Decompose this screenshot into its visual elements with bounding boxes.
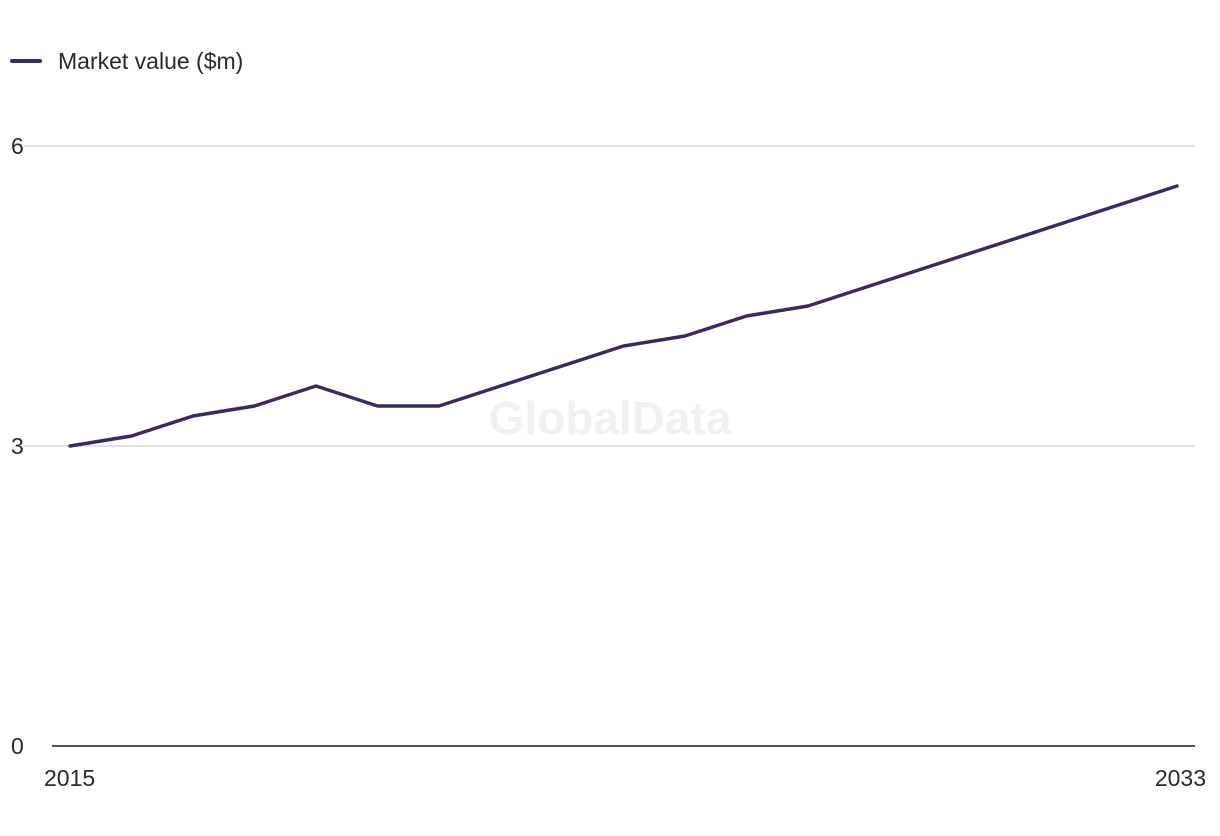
chart-legend: Market value ($m) <box>10 44 243 78</box>
series-line-0 <box>68 184 1179 448</box>
y-tick-label-0: 0 <box>11 733 24 759</box>
legend-label: Market value ($m) <box>58 47 244 74</box>
y-tick-label-6: 6 <box>11 133 24 159</box>
watermark-text: GlobalData <box>489 392 732 444</box>
y-tick-label-3: 3 <box>11 433 24 459</box>
legend-swatch <box>10 59 42 63</box>
x-tick-label-2033: 2033 <box>1155 765 1206 791</box>
x-tick-label-2015: 2015 <box>44 765 95 791</box>
